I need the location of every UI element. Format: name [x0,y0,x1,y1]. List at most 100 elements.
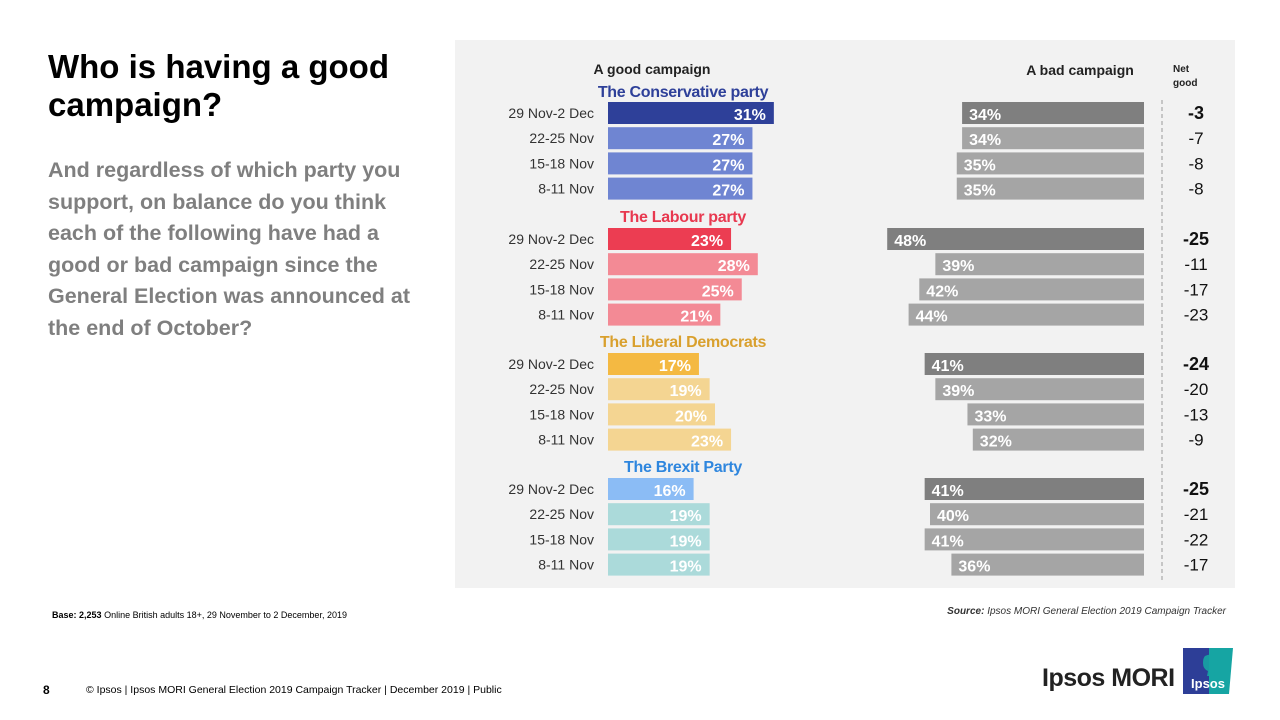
bad-bar [924,478,1144,500]
good-bar [608,228,732,250]
row-label: 22-25 Nov [529,381,594,397]
ipsos-logo-icon: Ipsos [1183,648,1233,694]
net-value: -21 [1184,505,1209,524]
base-text: Online British adults 18+, 29 November t… [104,610,347,620]
row-label: 22-25 Nov [529,256,594,272]
good-value-label: 17% [659,358,691,375]
bad-value-label: 42% [926,283,958,300]
header-good: A good campaign [594,61,711,77]
row-label: 22-25 Nov [529,506,594,522]
row-label: 22-25 Nov [529,130,594,146]
group-title: The Brexit Party [624,459,742,476]
net-value: -22 [1184,530,1209,549]
good-value-label: 19% [670,383,702,400]
bad-bar [972,428,1144,451]
survey-question: And regardless of which party you suppor… [48,158,411,340]
bad-bar [908,303,1144,326]
row-label: 29 Nov-2 Dec [508,231,594,247]
net-value: -13 [1184,405,1209,424]
row-label: 29 Nov-2 Dec [508,105,594,121]
group-title: The Conservative party [598,84,769,101]
good-value-label: 28% [718,258,750,275]
good-bar [608,303,721,326]
net-value: -17 [1184,556,1209,575]
row-label: 29 Nov-2 Dec [508,481,594,497]
row-label: 8-11 Nov [538,557,594,573]
good-value-label: 23% [691,233,723,250]
good-bar [608,278,742,301]
good-value-label: 27% [712,157,744,174]
bad-value-label: 35% [964,157,996,174]
net-value: -3 [1188,103,1204,123]
header-net-line2: good [1173,78,1197,89]
net-value: -25 [1183,479,1209,499]
header-bad: A bad campaign [1026,62,1134,78]
good-bar [608,353,699,375]
source-text: Ipsos MORI General Election 2019 Campaig… [987,606,1226,617]
good-value-label: 21% [680,309,712,326]
bad-bar [924,353,1144,375]
net-value: -8 [1188,180,1203,199]
good-bar [608,403,715,426]
good-value-label: 16% [654,483,686,500]
net-value: -23 [1184,306,1209,325]
bad-value-label: 36% [958,559,990,576]
good-value-label: 27% [712,132,744,149]
bad-value-label: 39% [942,383,974,400]
group-title: The Liberal Democrats [600,334,767,351]
bad-value-label: 32% [980,434,1012,451]
bad-bar [887,228,1144,250]
bad-bar [951,553,1144,576]
good-bar [608,503,710,526]
good-value-label: 27% [712,183,744,200]
bad-value-label: 34% [969,132,1001,149]
bad-value-label: 41% [932,533,964,550]
header-net-line1: Net [1173,64,1190,75]
good-value-label: 19% [670,559,702,576]
good-bar [608,177,753,200]
net-value: -17 [1184,280,1209,299]
row-label: 15-18 Nov [529,406,594,422]
good-value-label: 20% [675,408,707,425]
net-value: -20 [1184,380,1209,399]
source-note: Source: Ipsos MORI General Election 2019… [947,606,1226,617]
net-value: -9 [1188,431,1203,450]
bad-bar [930,503,1144,526]
bad-bar [962,102,1144,124]
page-number: 8 [43,683,50,697]
good-bar [608,553,710,576]
base-label: Base: [52,610,77,620]
base-note: Base: 2,253 Online British adults 18+, 2… [52,610,347,620]
bad-bar [962,127,1144,150]
bad-bar [924,528,1144,551]
row-label: 8-11 Nov [538,181,594,197]
row-label: 15-18 Nov [529,531,594,547]
good-value-label: 23% [691,434,723,451]
good-bar [608,528,710,551]
good-value-label: 19% [670,533,702,550]
good-value-label: 19% [670,508,702,525]
net-value: -8 [1188,154,1203,173]
bad-value-label: 41% [932,483,964,500]
brand-name: Ipsos MORI [1042,664,1175,692]
bad-bar [935,378,1144,401]
bad-bar [967,403,1144,426]
good-bar [608,428,732,451]
good-value-label: 25% [702,283,734,300]
net-value: -11 [1184,255,1207,274]
good-bar [608,378,710,401]
slide-title: Who is having a good campaign? [48,48,389,123]
source-label: Source: [947,606,985,617]
net-value: -25 [1183,229,1209,249]
row-label: 8-11 Nov [538,307,594,323]
base-count: 2,253 [79,610,102,620]
bad-value-label: 34% [969,107,1001,124]
bad-value-label: 44% [916,309,948,326]
good-bar [608,253,758,276]
ipsos-logo: Ipsos [1183,648,1233,694]
row-label: 29 Nov-2 Dec [508,356,594,372]
bad-bar [956,152,1144,175]
bad-value-label: 48% [894,233,926,250]
bad-bar [956,177,1144,200]
